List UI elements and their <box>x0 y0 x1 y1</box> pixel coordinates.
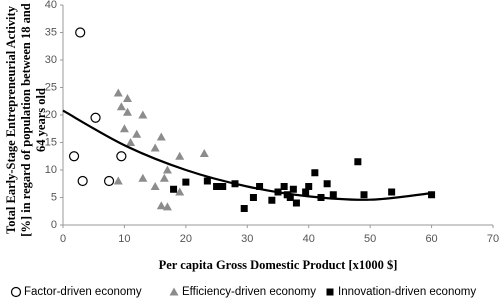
point <box>199 149 209 157</box>
point <box>162 165 172 174</box>
legend-marker <box>326 288 334 296</box>
point <box>428 191 436 199</box>
point <box>268 196 276 204</box>
point <box>156 201 166 210</box>
point <box>116 102 126 111</box>
point <box>150 143 160 152</box>
point <box>302 188 310 196</box>
legend-marker <box>169 287 179 296</box>
point <box>360 191 368 199</box>
y-axis-label: Total Early-Stage Entrepreneurial Activi… <box>4 5 18 234</box>
legend-marker <box>10 286 22 298</box>
point <box>132 129 142 138</box>
point <box>156 132 166 141</box>
x-axis-label: Per capita Gross Domestic Product [x1000… <box>159 258 398 272</box>
point <box>162 202 172 211</box>
point <box>75 27 86 38</box>
legend-label: Efficiency-driven economy <box>182 286 316 298</box>
point <box>77 175 88 187</box>
point <box>113 176 123 185</box>
x-tick-label: 40 <box>303 233 315 245</box>
point <box>203 177 211 185</box>
point <box>182 178 190 186</box>
x-tick-label: 0 <box>60 233 66 245</box>
point <box>103 175 115 187</box>
x-tick-label: 30 <box>241 233 253 245</box>
y-axis-label: 64 years old <box>34 88 48 152</box>
point <box>123 107 132 116</box>
point <box>170 185 178 193</box>
point <box>323 180 331 188</box>
point <box>175 151 185 160</box>
legend-label: Innovation-driven economy <box>338 286 476 298</box>
x-tick-label: 20 <box>180 233 192 245</box>
point <box>138 110 148 119</box>
point <box>240 205 248 212</box>
point <box>138 173 148 182</box>
point <box>280 183 288 190</box>
y-tick-label: 5 <box>51 191 57 203</box>
point <box>388 188 396 196</box>
point <box>90 112 101 123</box>
y-tick-label: 10 <box>45 164 57 176</box>
point <box>213 183 221 190</box>
point <box>289 185 297 193</box>
point <box>305 183 313 190</box>
point <box>126 138 136 146</box>
y-tick-label: 25 <box>45 81 57 93</box>
x-tick-label: 50 <box>364 233 376 245</box>
point <box>249 194 257 201</box>
y-tick-label: 30 <box>45 54 57 66</box>
point <box>119 124 129 133</box>
point <box>256 183 264 190</box>
trend-line <box>62 109 432 201</box>
point <box>113 88 123 97</box>
point <box>175 187 185 196</box>
y-tick-label: 15 <box>45 136 57 148</box>
point <box>219 183 227 190</box>
point <box>292 199 300 207</box>
y-axis-label: [%] in regard of population between 18 a… <box>19 3 33 237</box>
point <box>354 158 362 166</box>
point <box>159 173 169 182</box>
point <box>311 169 319 177</box>
x-tick-label: 10 <box>118 233 130 245</box>
point <box>123 94 132 102</box>
x-tick-label: 70 <box>487 233 499 245</box>
point <box>150 182 160 190</box>
y-tick-label: 0 <box>51 219 57 231</box>
point <box>68 151 80 162</box>
legend-label: Factor-driven economy <box>24 286 142 298</box>
x-tick-label: 60 <box>425 233 437 245</box>
point <box>116 151 127 162</box>
point <box>329 191 337 199</box>
y-tick-label: 20 <box>45 109 57 121</box>
y-tick-label: 40 <box>45 0 57 11</box>
y-tick-label: 35 <box>45 26 57 38</box>
